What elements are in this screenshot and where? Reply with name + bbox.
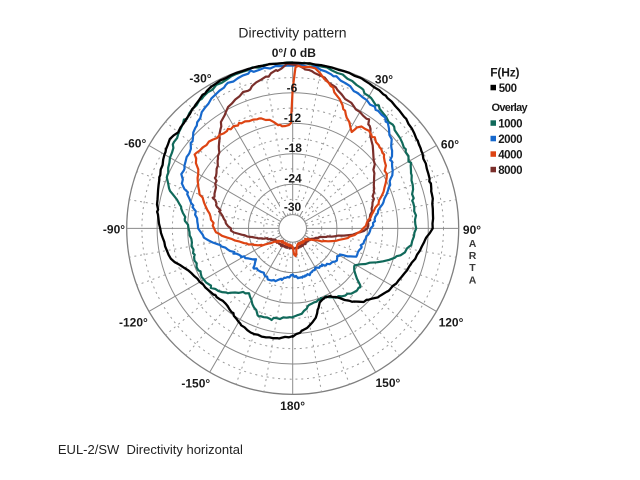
svg-text:-18: -18 [285, 141, 303, 155]
svg-text:-12: -12 [284, 111, 302, 125]
svg-text:A: A [469, 238, 477, 250]
svg-text:-60°: -60° [124, 137, 146, 151]
svg-text:180°: 180° [280, 399, 305, 413]
svg-text:500: 500 [499, 83, 517, 95]
svg-text:-6: -6 [287, 81, 298, 95]
svg-text:T: T [469, 262, 476, 274]
svg-text:A: A [469, 275, 477, 287]
svg-text:4000: 4000 [498, 149, 522, 161]
svg-text:120°: 120° [439, 316, 464, 330]
svg-text:Overlay: Overlay [492, 102, 529, 114]
svg-text:2000: 2000 [498, 134, 522, 146]
svg-text:-30: -30 [284, 200, 302, 214]
svg-text:-30°: -30° [189, 72, 211, 86]
svg-text:60°: 60° [441, 138, 459, 152]
svg-text:R: R [469, 250, 477, 262]
svg-text:EUL-2/SW Directivity horizont: EUL-2/SW Directivity horizontal [58, 442, 243, 457]
svg-text:Directivity pattern: Directivity pattern [238, 25, 346, 41]
svg-text:0°/ 0 dB: 0°/ 0 dB [272, 46, 316, 60]
svg-text:30°: 30° [375, 73, 393, 87]
svg-text:-24: -24 [284, 171, 302, 185]
svg-text:-150°: -150° [181, 376, 210, 390]
svg-text:1000: 1000 [498, 118, 522, 130]
svg-text:150°: 150° [375, 376, 400, 390]
svg-text:-120°: -120° [119, 316, 148, 330]
svg-text:8000: 8000 [498, 165, 522, 177]
svg-text:90°: 90° [463, 223, 481, 237]
svg-text:-90°: -90° [103, 223, 125, 237]
svg-text:F(Hz): F(Hz) [490, 65, 519, 79]
